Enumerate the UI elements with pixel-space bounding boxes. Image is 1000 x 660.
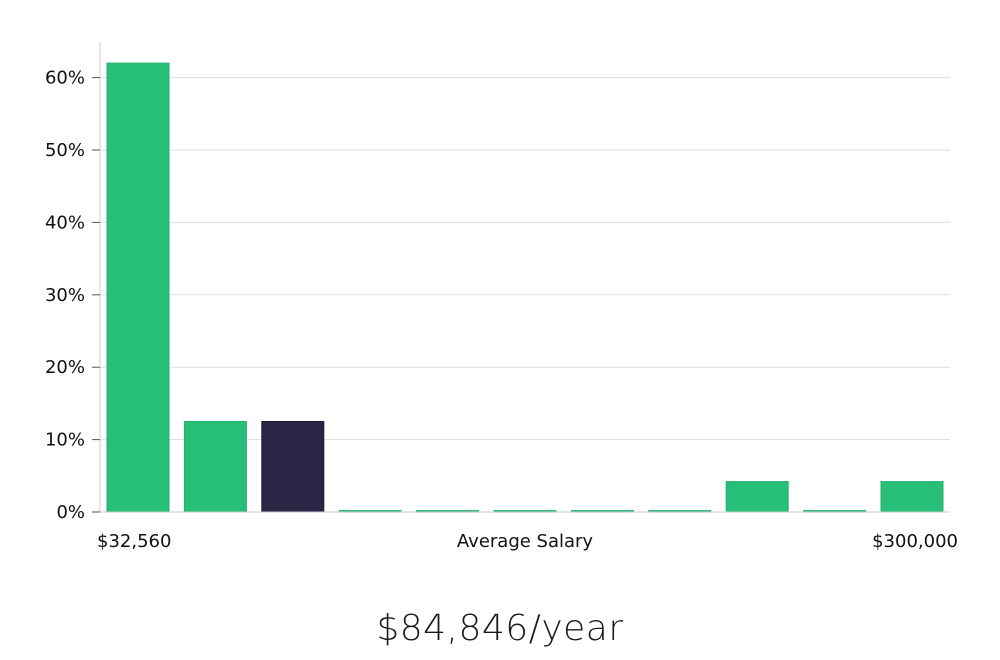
bar [183,421,247,513]
bar-highlighted [261,421,325,513]
grid-lines [100,77,950,441]
bars [106,62,944,513]
y-tick-labels: 0% 10% 20% 30% 40% 50% 60% [45,68,100,523]
bar [880,481,944,513]
y-tick-label: 0% [56,502,85,523]
x-min-label: $32,560 [97,531,171,552]
x-max-label: $300,000 [872,531,958,552]
bar [106,62,170,513]
average-salary-value: $84,846/year [376,608,624,649]
y-tick-label: 10% [45,430,85,451]
y-tick-label: 40% [45,212,85,233]
salary-histogram: 0% 10% 20% 30% 40% 50% 60% $32,560 Average Sal… [45,42,958,552]
bar [725,481,789,513]
y-tick-label: 20% [45,357,85,378]
x-axis-label: Average Salary [457,531,594,552]
y-tick-label: 60% [45,68,85,89]
y-tick-label: 50% [45,140,85,161]
y-tick-label: 30% [45,285,85,306]
